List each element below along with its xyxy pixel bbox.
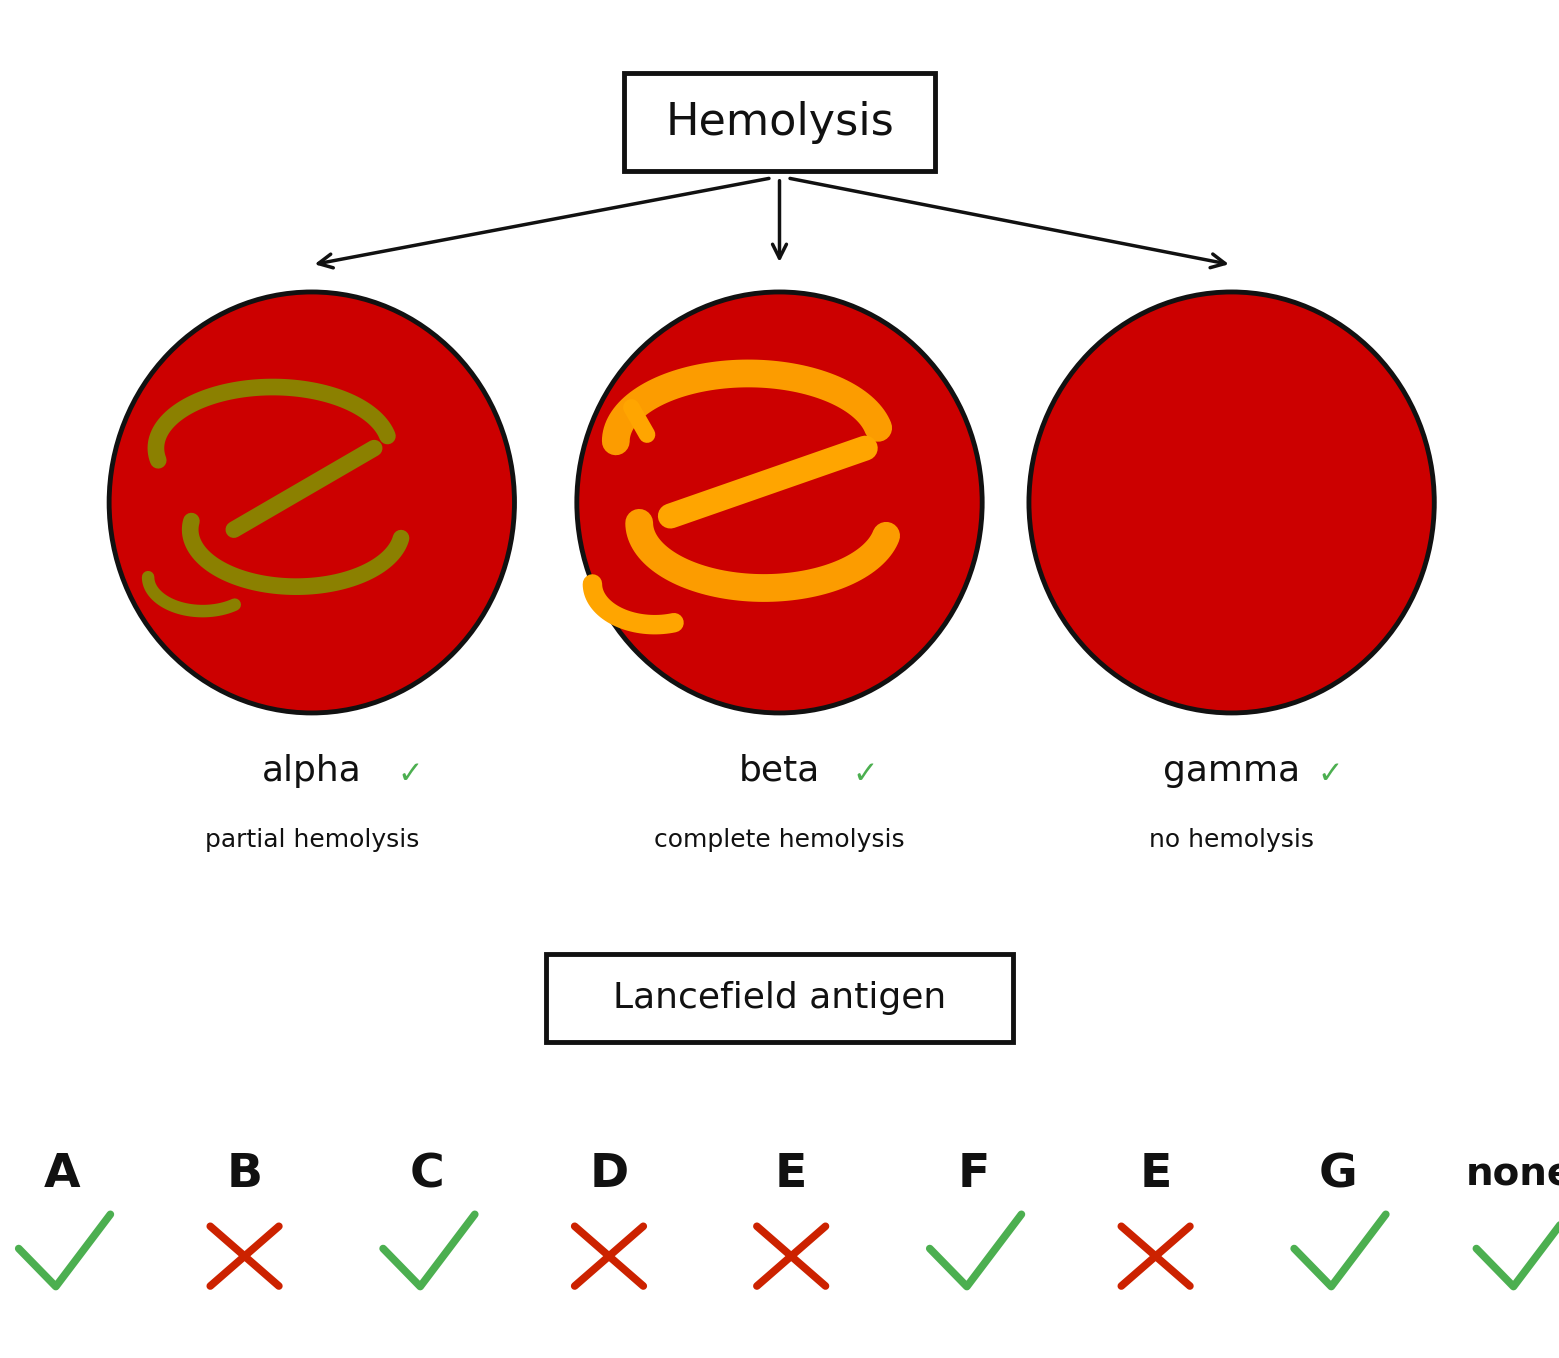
Text: Hemolysis: Hemolysis [666, 100, 893, 144]
Ellipse shape [577, 292, 982, 713]
Text: ✓: ✓ [398, 760, 422, 789]
FancyBboxPatch shape [546, 953, 1013, 1043]
Text: C: C [410, 1152, 444, 1198]
Text: complete hemolysis: complete hemolysis [655, 828, 904, 853]
Text: D: D [589, 1152, 628, 1198]
Text: E: E [1140, 1152, 1172, 1198]
Text: none: none [1465, 1156, 1559, 1194]
Text: F: F [957, 1152, 990, 1198]
Ellipse shape [1029, 292, 1434, 713]
Text: gamma: gamma [1163, 754, 1300, 788]
Text: E: E [775, 1152, 808, 1198]
Text: B: B [226, 1152, 262, 1198]
Text: G: G [1319, 1152, 1358, 1198]
Text: A: A [44, 1152, 81, 1198]
Text: alpha: alpha [262, 754, 362, 788]
Text: ✓: ✓ [853, 760, 878, 789]
Text: ✓: ✓ [1317, 760, 1342, 789]
Text: partial hemolysis: partial hemolysis [204, 828, 419, 853]
Ellipse shape [109, 292, 514, 713]
FancyBboxPatch shape [624, 73, 935, 171]
Text: beta: beta [739, 754, 820, 788]
Text: Lancefield antigen: Lancefield antigen [613, 980, 946, 1016]
Text: no hemolysis: no hemolysis [1149, 828, 1314, 853]
